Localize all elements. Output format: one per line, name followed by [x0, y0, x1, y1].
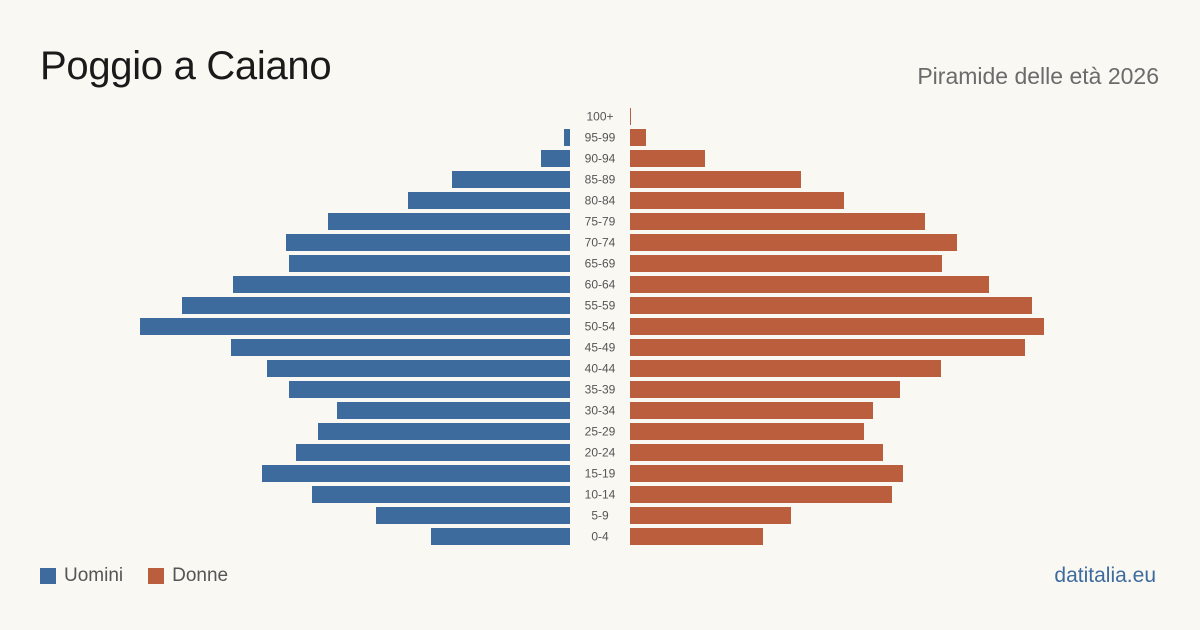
chart-legend: Uomini Donne — [40, 565, 253, 587]
bar-women-85-89 — [630, 171, 801, 188]
bar-men-10-14 — [312, 486, 570, 503]
bar-women-10-14 — [630, 486, 892, 503]
bar-men-85-89 — [452, 171, 570, 188]
legend-item-men: Uomini — [40, 565, 123, 587]
bar-men-70-74 — [286, 234, 570, 251]
age-label-85-89: 85-89 — [585, 173, 616, 187]
legend-label-men: Uomini — [64, 565, 124, 586]
bar-women-50-54 — [630, 318, 1044, 335]
age-label-20-24: 20-24 — [585, 446, 616, 460]
bar-women-75-79 — [630, 213, 925, 230]
page-title: Poggio a Caiano — [40, 44, 332, 88]
bar-women-0-4 — [630, 528, 763, 545]
age-label-25-29: 25-29 — [585, 425, 616, 439]
bar-men-55-59 — [182, 297, 570, 314]
age-label-15-19: 15-19 — [585, 467, 616, 481]
age-label-50-54: 50-54 — [585, 320, 616, 334]
bar-men-90-94 — [541, 150, 570, 167]
legend-label-women: Donne — [172, 565, 229, 586]
brand-link[interactable]: datitalia.eu — [1054, 564, 1156, 587]
age-label-35-39: 35-39 — [585, 383, 616, 397]
age-label-10-14: 10-14 — [585, 488, 616, 502]
bar-men-65-69 — [289, 255, 570, 272]
age-label-90-94: 90-94 — [585, 152, 616, 166]
age-label-75-79: 75-79 — [585, 215, 616, 229]
bar-women-95-99 — [630, 129, 646, 146]
age-label-95-99: 95-99 — [585, 131, 616, 145]
bar-women-100+ — [630, 108, 631, 125]
age-label-40-44: 40-44 — [585, 362, 616, 376]
bar-women-45-49 — [630, 339, 1025, 356]
bar-men-40-44 — [267, 360, 570, 377]
bar-women-20-24 — [630, 444, 883, 461]
bar-men-30-34 — [337, 402, 570, 419]
bar-men-5-9 — [376, 507, 570, 524]
legend-swatch-women — [148, 568, 165, 584]
age-label-60-64: 60-64 — [585, 278, 616, 292]
bar-women-5-9 — [630, 507, 791, 524]
age-label-5-9: 5-9 — [591, 509, 609, 523]
bar-women-25-29 — [630, 423, 864, 440]
age-label-55-59: 55-59 — [585, 299, 616, 313]
bar-women-70-74 — [630, 234, 957, 251]
bar-men-25-29 — [318, 423, 570, 440]
age-label-65-69: 65-69 — [585, 257, 616, 271]
age-label-0-4: 0-4 — [591, 530, 609, 544]
bar-men-35-39 — [289, 381, 570, 398]
bar-women-55-59 — [630, 297, 1032, 314]
bar-men-60-64 — [233, 276, 570, 293]
chart-subtitle: Piramide delle età 2026 — [917, 63, 1159, 89]
bar-men-80-84 — [408, 192, 570, 209]
bar-women-40-44 — [630, 360, 941, 377]
bar-men-95-99 — [564, 129, 570, 146]
bar-women-30-34 — [630, 402, 873, 419]
age-label-30-34: 30-34 — [585, 404, 616, 418]
bar-women-15-19 — [630, 465, 903, 482]
age-label-70-74: 70-74 — [585, 236, 616, 250]
bar-men-15-19 — [262, 465, 570, 482]
bar-women-60-64 — [630, 276, 989, 293]
age-label-45-49: 45-49 — [585, 341, 616, 355]
bar-women-65-69 — [630, 255, 942, 272]
legend-item-women: Donne — [148, 565, 228, 587]
bar-women-90-94 — [630, 150, 705, 167]
bar-women-80-84 — [630, 192, 844, 209]
age-label-100+: 100+ — [586, 110, 613, 124]
bar-men-50-54 — [140, 318, 570, 335]
bar-women-35-39 — [630, 381, 900, 398]
legend-swatch-men — [40, 568, 56, 584]
bar-men-75-79 — [328, 213, 570, 230]
bar-men-45-49 — [231, 339, 570, 356]
bar-men-0-4 — [431, 528, 570, 545]
bar-men-20-24 — [296, 444, 570, 461]
age-label-80-84: 80-84 — [585, 194, 616, 208]
